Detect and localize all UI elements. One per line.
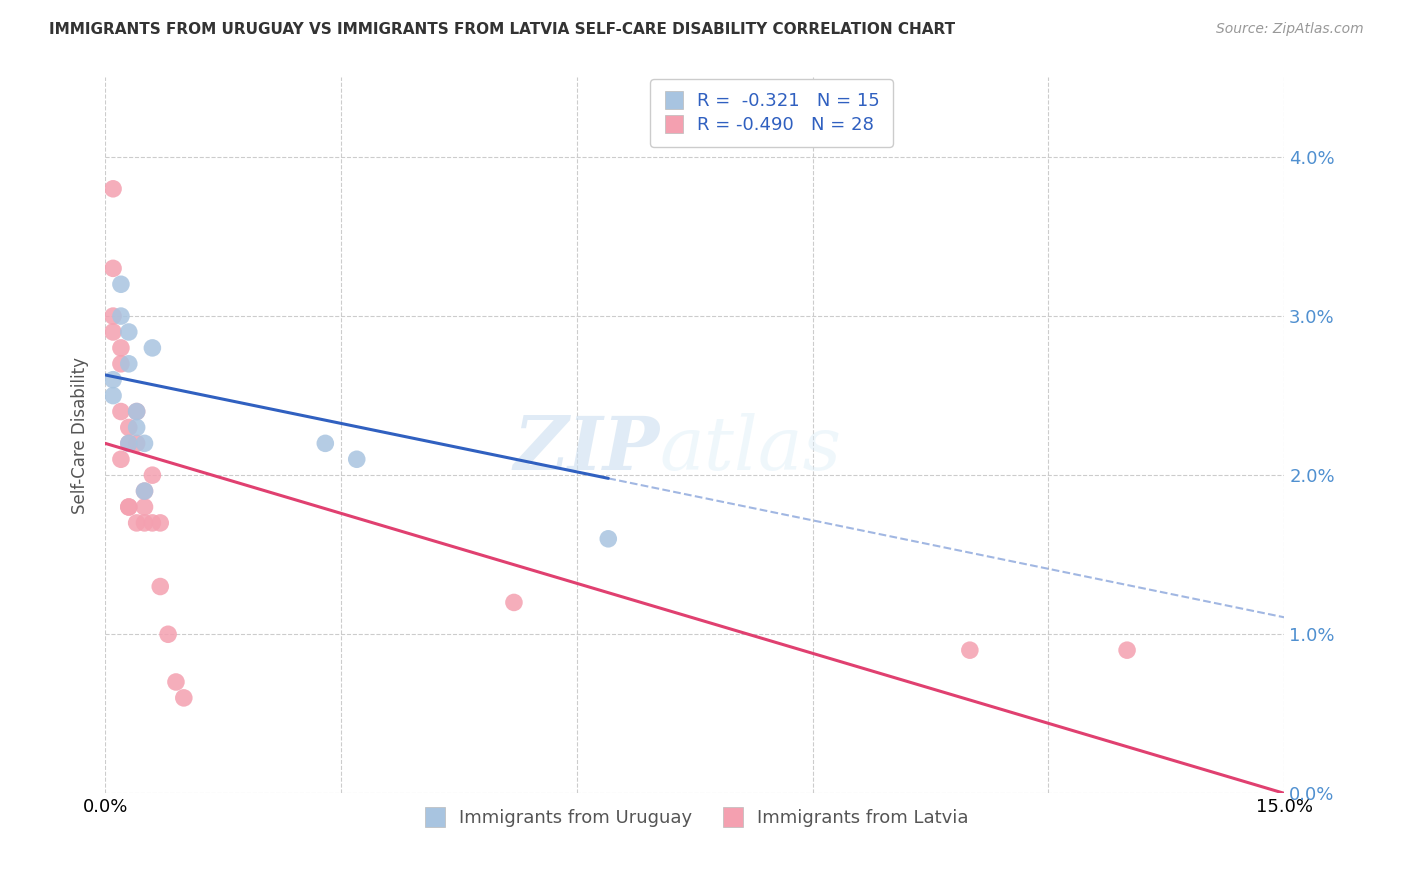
Text: ZIP: ZIP: [513, 414, 659, 486]
Point: [110, 404, 132, 418]
Point: [346, 452, 368, 467]
Point: [149, 516, 172, 530]
Point: [110, 357, 132, 371]
Point: [141, 468, 163, 483]
Point: [173, 690, 195, 705]
Point: [110, 452, 132, 467]
Point: [118, 436, 141, 450]
Point: [118, 436, 141, 450]
Point: [118, 420, 141, 434]
Point: [101, 325, 124, 339]
Point: [118, 500, 141, 514]
Point: [125, 436, 148, 450]
Point: [110, 277, 132, 292]
Point: [101, 182, 124, 196]
Point: [157, 627, 180, 641]
Point: [134, 500, 156, 514]
Point: [101, 389, 124, 403]
Text: atlas: atlas: [659, 414, 842, 486]
Point: [118, 325, 141, 339]
Legend: Immigrants from Uruguay, Immigrants from Latvia: Immigrants from Uruguay, Immigrants from…: [413, 802, 976, 834]
Point: [125, 516, 148, 530]
Point: [110, 309, 132, 323]
Y-axis label: Self-Care Disability: Self-Care Disability: [72, 357, 89, 514]
Point: [101, 309, 124, 323]
Point: [125, 404, 148, 418]
Point: [598, 532, 620, 546]
Point: [118, 500, 141, 514]
Point: [149, 580, 172, 594]
Point: [959, 643, 981, 657]
Point: [165, 675, 187, 690]
Point: [1116, 643, 1139, 657]
Point: [110, 341, 132, 355]
Point: [134, 516, 156, 530]
Point: [134, 484, 156, 499]
Text: Source: ZipAtlas.com: Source: ZipAtlas.com: [1216, 22, 1364, 37]
Point: [503, 595, 526, 609]
Point: [134, 484, 156, 499]
Point: [101, 261, 124, 276]
Point: [141, 516, 163, 530]
Point: [125, 404, 148, 418]
Point: [101, 373, 124, 387]
Point: [314, 436, 336, 450]
Text: IMMIGRANTS FROM URUGUAY VS IMMIGRANTS FROM LATVIA SELF-CARE DISABILITY CORRELATI: IMMIGRANTS FROM URUGUAY VS IMMIGRANTS FR…: [49, 22, 955, 37]
Point: [134, 436, 156, 450]
Point: [141, 341, 163, 355]
Point: [125, 420, 148, 434]
Point: [118, 357, 141, 371]
